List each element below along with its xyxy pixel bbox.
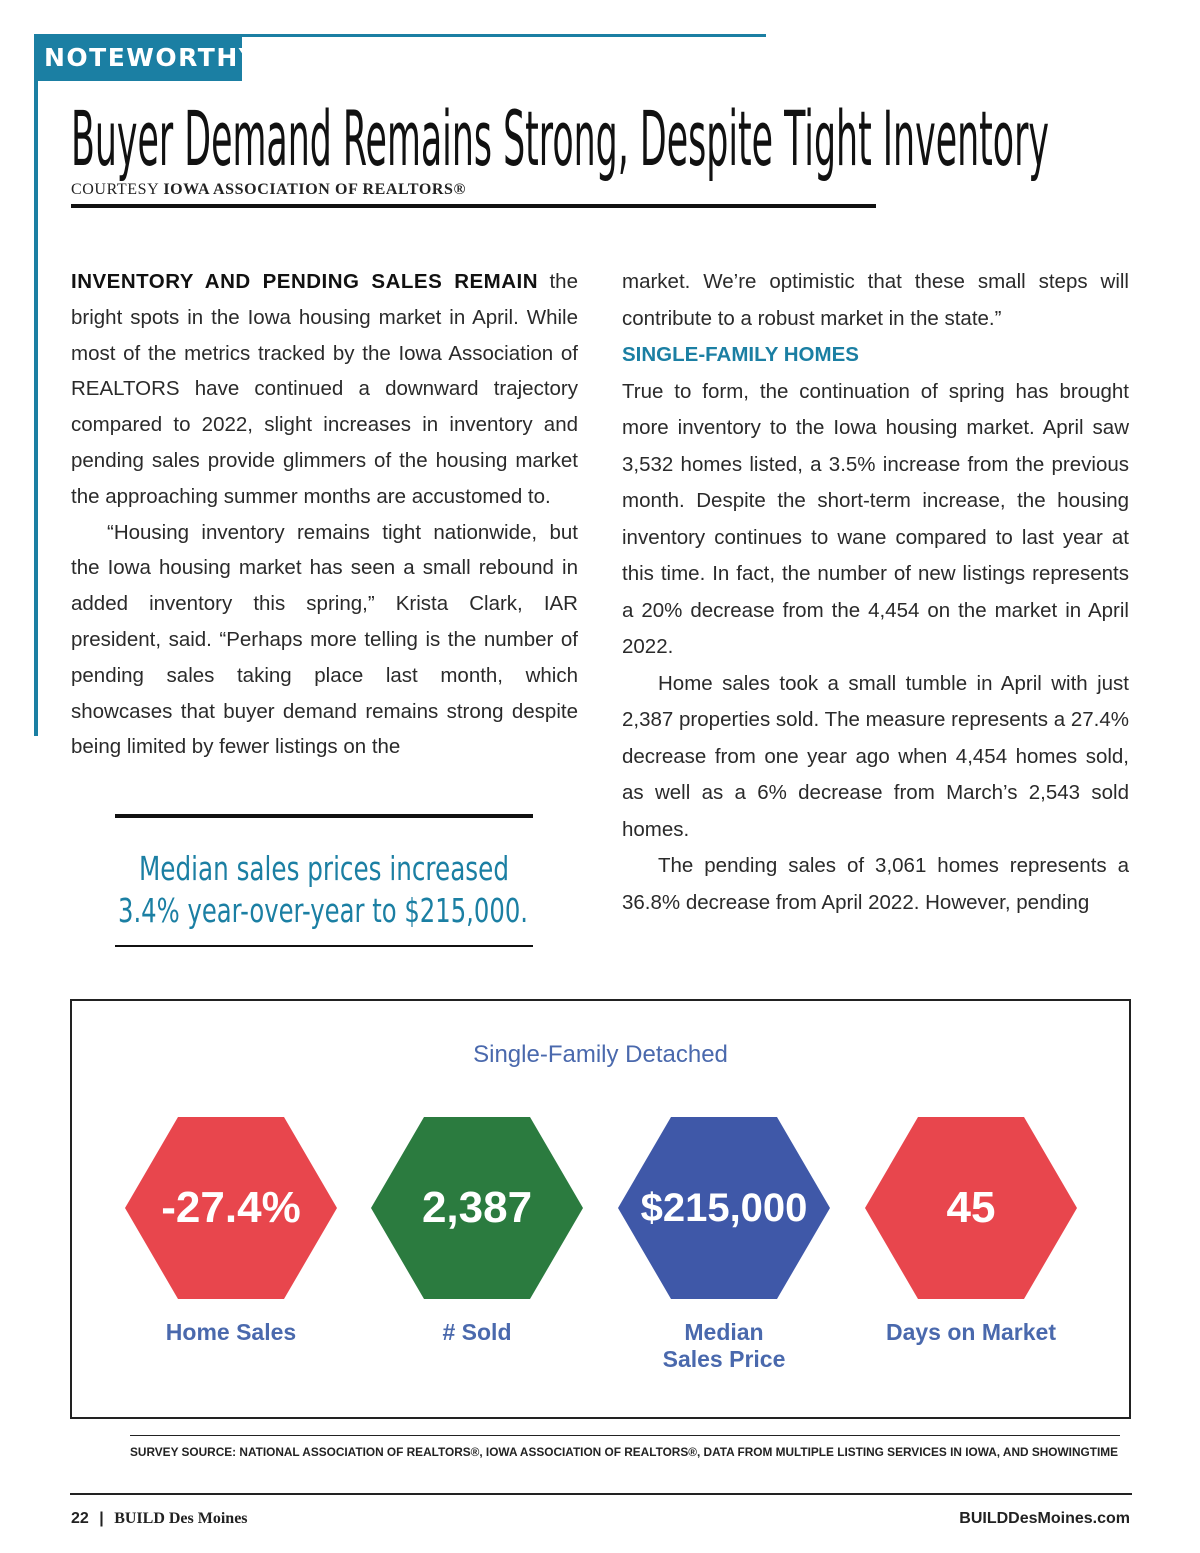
courtesy-prefix: COURTESY xyxy=(71,181,159,198)
hexagon-stat: $215,000 xyxy=(618,1117,830,1299)
stat-value: -27.4% xyxy=(161,1183,301,1232)
stat-label: # Sold xyxy=(442,1319,512,1345)
accent-top-line xyxy=(34,34,766,37)
section-tag: NOTEWORTHY xyxy=(34,37,257,81)
article-title-wrapper: Buyer Demand Remains Strong, Despite Tig… xyxy=(71,96,1049,183)
courtesy-source: IOWA ASSOCIATION OF REALTORS® xyxy=(163,181,467,198)
hexagon-stat: 45 xyxy=(865,1117,1077,1299)
paragraph-text: the bright spots in the Iowa housing mar… xyxy=(71,270,578,508)
paragraph: Home sales took a small tumble in April … xyxy=(622,671,1129,841)
stat-label: Median Sales Price xyxy=(662,1319,786,1372)
title-rule xyxy=(71,204,876,208)
article-title: Buyer Demand Remains Strong, Despite Tig… xyxy=(71,96,1049,183)
left-column: INVENTORY AND PENDING SALES REMAIN the b… xyxy=(71,264,578,765)
footer-separator: | xyxy=(99,1510,104,1527)
paragraph: “Housing inventory remains tight nationw… xyxy=(71,520,578,759)
stat-value: 2,387 xyxy=(421,1183,533,1232)
paragraph: INVENTORY AND PENDING SALES REMAIN the b… xyxy=(71,264,578,515)
footer-left: 22 | BUILD Des Moines xyxy=(71,1510,248,1528)
publication-name: BUILD Des Moines xyxy=(114,1510,248,1527)
hexagon-stat: 2,387 xyxy=(371,1117,583,1299)
stat-label: Days on Market xyxy=(885,1319,1056,1345)
source-note: SURVEY SOURCE: NATIONAL ASSOCIATION OF R… xyxy=(130,1445,1118,1459)
hexagon-stat: -27.4% xyxy=(125,1117,337,1299)
footer-rule xyxy=(70,1493,1132,1495)
lead-in: INVENTORY AND PENDING SALES REMAIN xyxy=(71,270,539,293)
infographic-title: Single-Family Detached xyxy=(473,1041,728,1068)
page-number: 22 xyxy=(71,1510,89,1527)
subheading: SINGLE-FAMILY HOMES xyxy=(622,343,859,366)
paragraph: The pending sales of 3,061 homes represe… xyxy=(622,854,1129,914)
paragraph: True to form, the continuation of spring… xyxy=(622,379,1129,659)
source-note-svg: SURVEY SOURCE: NATIONAL ASSOCIATION OF R… xyxy=(130,1445,1118,1459)
website-link[interactable]: BUILDDesMoines.com xyxy=(959,1510,1130,1527)
stat-label: Home Sales xyxy=(165,1319,297,1345)
courtesy-line: COURTESY IOWA ASSOCIATION OF REALTORS® xyxy=(71,181,466,199)
pull-quote: Median sales prices increased 3.4% year-… xyxy=(115,814,533,947)
pull-quote-line: Median sales prices increased xyxy=(139,849,509,888)
paragraph: market. We’re optimistic that these smal… xyxy=(622,270,1129,330)
pull-quote-line: 3.4% year-over-year to $215,000. xyxy=(118,891,528,930)
pull-quote-text: Median sales prices increased 3.4% year-… xyxy=(118,849,528,930)
stat-value: $215,000 xyxy=(640,1185,808,1230)
stat-value: 45 xyxy=(946,1183,996,1232)
source-note-wrapper: SURVEY SOURCE: NATIONAL ASSOCIATION OF R… xyxy=(130,1435,1120,1465)
accent-side-line xyxy=(34,34,38,736)
right-column: market. We’re optimistic that these smal… xyxy=(622,264,1129,921)
infographic: Single-Family Detached -27.4% 2,387 $215… xyxy=(70,999,1131,1419)
